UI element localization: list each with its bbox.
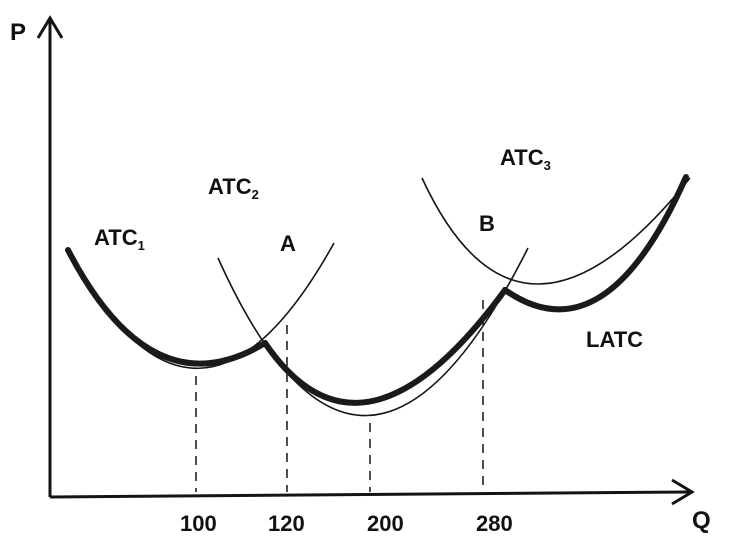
latc-segment-2 — [262, 287, 508, 406]
atc3-label: ATC3 — [500, 145, 551, 173]
tick-label-200: 200 — [367, 511, 404, 536]
atc2-curve — [217, 247, 529, 417]
point-labels: A B — [280, 211, 495, 256]
point-b-label: B — [479, 211, 495, 236]
tick-label-100: 100 — [180, 511, 217, 536]
guide-lines — [195, 300, 484, 492]
tick-label-280: 280 — [476, 511, 513, 536]
atc3-curve — [421, 177, 691, 285]
x-tick-labels: 100 120 200 280 — [180, 511, 513, 536]
x-axis-arrow-icon — [671, 478, 695, 506]
curve-labels: ATC1 ATC2 ATC3 LATC — [94, 145, 643, 352]
x-axis — [49, 490, 691, 499]
axes: P Q — [10, 15, 711, 534]
latc-label: LATC — [586, 327, 643, 352]
point-a-label: A — [280, 231, 296, 256]
latc-curve — [65, 174, 689, 406]
y-axis-arrow-icon — [36, 15, 64, 39]
atc2-label: ATC2 — [208, 174, 259, 202]
atc1-label: ATC1 — [94, 225, 145, 253]
latc-segment-3 — [502, 174, 689, 313]
y-axis-label: P — [10, 19, 26, 46]
atc1-curve — [67, 242, 335, 370]
x-axis-label: Q — [692, 507, 711, 534]
latc-segment-1 — [65, 247, 268, 367]
tick-label-120: 120 — [268, 511, 305, 536]
